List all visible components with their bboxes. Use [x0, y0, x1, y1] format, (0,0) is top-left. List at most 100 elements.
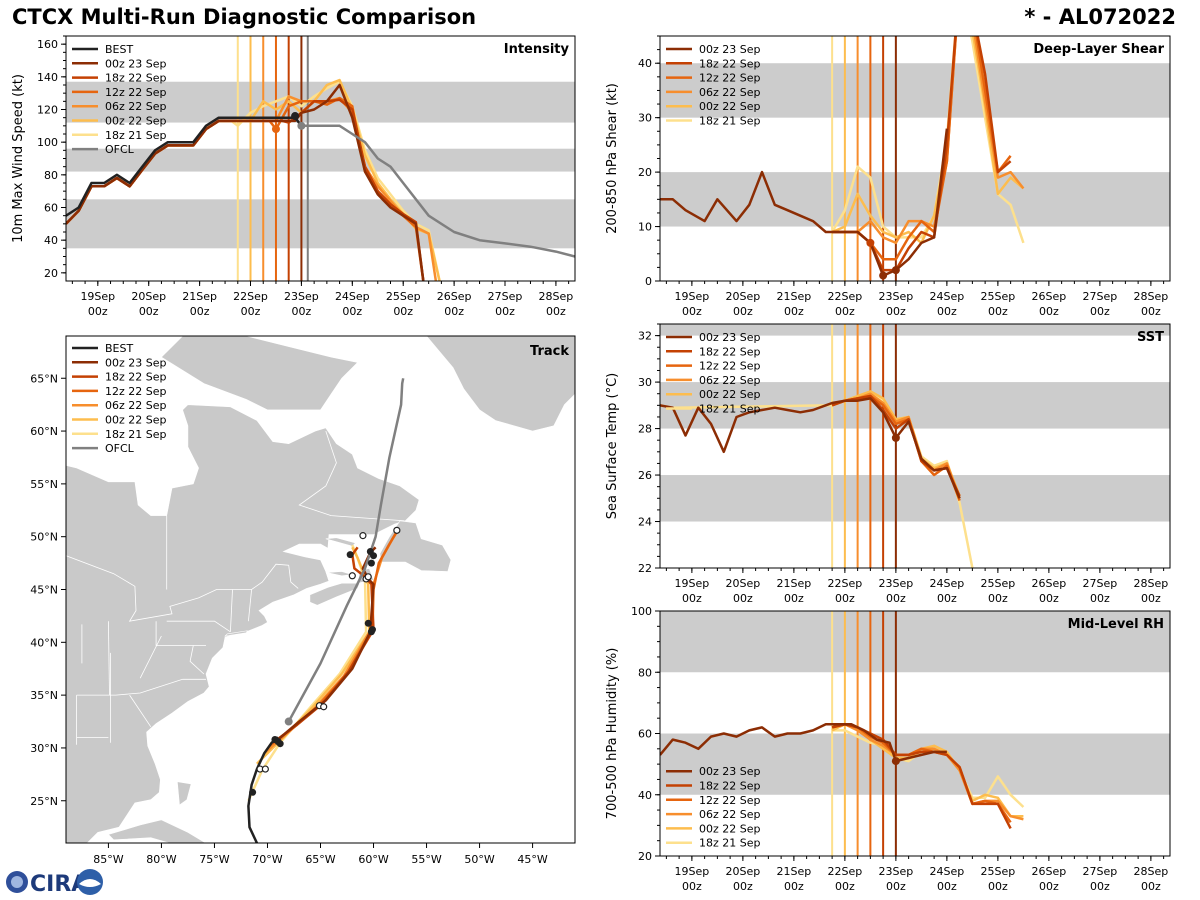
- x-tick-label: 27Sep: [1083, 865, 1118, 878]
- border-line: [129, 694, 152, 728]
- x-tick-label: 26Sep: [437, 290, 472, 303]
- legend-label-ofcl: OFCL: [105, 442, 135, 455]
- track-point-hollow: [320, 703, 328, 711]
- lon-tick-label: 50°W: [464, 853, 494, 866]
- shaded-band: [660, 733, 1170, 795]
- series-line-06z-22-sep: [831, 723, 1024, 821]
- x-tick-label: 00z: [733, 305, 753, 318]
- series-line-00z-23-sep: [660, 128, 949, 277]
- current-point: [271, 125, 280, 134]
- x-tick-label: 21Sep: [777, 290, 812, 303]
- y-tick-label: 80: [44, 169, 58, 182]
- y-tick-label: 40: [44, 234, 58, 247]
- y-tick-label: 30: [638, 376, 652, 389]
- lon-tick-label: 80°W: [146, 853, 176, 866]
- x-tick-label: 00z: [88, 305, 108, 318]
- x-tick-label: 00z: [682, 592, 702, 605]
- legend-label-ofcl: OFCL: [105, 143, 135, 156]
- x-tick-label: 19Sep: [675, 865, 710, 878]
- x-tick-label: 00z: [784, 592, 804, 605]
- x-tick-label: 23Sep: [284, 290, 319, 303]
- x-tick-label: 00z: [1141, 880, 1161, 893]
- border-line: [189, 645, 205, 675]
- plot-frame: [659, 323, 1171, 569]
- x-tick-label: 00z: [937, 880, 957, 893]
- x-tick-label: 00z: [342, 305, 362, 318]
- legend-label-18z-22-sep: 18z 22 Sep: [105, 72, 167, 85]
- border-line: [248, 589, 252, 622]
- x-tick-label: 21Sep: [182, 290, 217, 303]
- x-tick-label: 23Sep: [879, 290, 914, 303]
- border-line: [66, 555, 299, 622]
- y-tick-label: 80: [638, 666, 652, 679]
- panel-title: SST: [1137, 330, 1164, 345]
- lon-tick-label: 70°W: [252, 853, 282, 866]
- logo-badge-wave: [79, 879, 101, 887]
- x-tick-label: 00z: [495, 305, 515, 318]
- legend-label-06z-22-sep: 06z 22 Sep: [105, 100, 167, 113]
- lat-tick-label: 60°N: [30, 425, 58, 438]
- legend-label-06z-22-sep: 06z 22 Sep: [699, 86, 761, 99]
- y-tick-label: 30: [638, 112, 652, 125]
- legend-label-00z-23-sep: 00z 23 Sep: [105, 57, 167, 70]
- x-tick-label: 22Sep: [828, 865, 863, 878]
- border-line: [139, 635, 162, 679]
- x-tick-label: 00z: [886, 880, 906, 893]
- x-tick-label: 00z: [937, 592, 957, 605]
- y-tick-label: 120: [37, 104, 58, 117]
- x-tick-label: 00z: [1090, 305, 1110, 318]
- y-axis-label: 200-850 hPa Shear (kt): [605, 83, 620, 234]
- x-tick-label: 20Sep: [131, 290, 166, 303]
- legend-label-18z-21-sep: 18z 21 Sep: [699, 403, 761, 416]
- x-tick-label: 20Sep: [726, 290, 761, 303]
- series-line-00z-22-sep: [831, 390, 961, 497]
- x-tick-label: 00z: [190, 305, 210, 318]
- land-baffin-south: [160, 336, 359, 411]
- lon-tick-label: 45°W: [517, 853, 547, 866]
- border-line: [155, 621, 206, 646]
- y-axis-label: 10m Max Wind Speed (kt): [11, 74, 26, 243]
- current-point: [291, 112, 300, 121]
- border-line: [230, 589, 233, 632]
- x-tick-label: 21Sep: [777, 865, 812, 878]
- track-point-filled: [367, 559, 375, 567]
- legend-label-best: BEST: [105, 43, 133, 56]
- track-point-hollow: [348, 572, 356, 580]
- legend-label-12z-22-sep: 12z 22 Sep: [105, 385, 167, 398]
- y-tick-label: 40: [638, 789, 652, 802]
- x-tick-label: 20Sep: [726, 865, 761, 878]
- legend-label-18z-22-sep: 18z 22 Sep: [699, 780, 761, 793]
- logo-globe-inner: [11, 876, 23, 888]
- track-point-filled: [370, 552, 378, 560]
- legend-label-18z-22-sep: 18z 22 Sep: [105, 371, 167, 384]
- track-line-best: [247, 736, 279, 843]
- lat-tick-label: 65°N: [30, 372, 58, 385]
- panel-title: Deep-Layer Shear: [1033, 42, 1164, 57]
- shaded-band: [66, 199, 575, 249]
- lon-tick-label: 65°W: [305, 853, 335, 866]
- y-tick-label: 0: [645, 275, 652, 288]
- y-tick-label: 160: [37, 38, 58, 51]
- y-tick-label: 20: [638, 850, 652, 863]
- panel-title: Track: [530, 344, 569, 359]
- x-tick-label: 22Sep: [828, 577, 863, 590]
- x-tick-label: 21Sep: [777, 577, 812, 590]
- y-axis-label: Sea Surface Temp (°C): [605, 373, 620, 520]
- y-axis-label: 700-500 hPa Humidity (%): [605, 648, 620, 820]
- track-point-filled: [276, 740, 284, 748]
- x-tick-label: 00z: [444, 305, 464, 318]
- lat-tick-label: 50°N: [30, 531, 58, 544]
- series-line-best: [66, 116, 303, 217]
- border-line: [298, 430, 405, 522]
- track-point-filled: [364, 619, 372, 627]
- north-america-land: [66, 404, 420, 843]
- x-tick-label: 19Sep: [80, 290, 115, 303]
- legend-label-12z-22-sep: 12z 22 Sep: [699, 72, 761, 85]
- track-point-hollow: [261, 765, 269, 773]
- series-line-00z-23-sep: [660, 397, 961, 499]
- track-point-filled: [367, 628, 375, 636]
- x-tick-label: 23Sep: [879, 577, 914, 590]
- x-tick-label: 00z: [886, 592, 906, 605]
- x-tick-label: 00z: [1141, 305, 1161, 318]
- border-line: [76, 678, 206, 696]
